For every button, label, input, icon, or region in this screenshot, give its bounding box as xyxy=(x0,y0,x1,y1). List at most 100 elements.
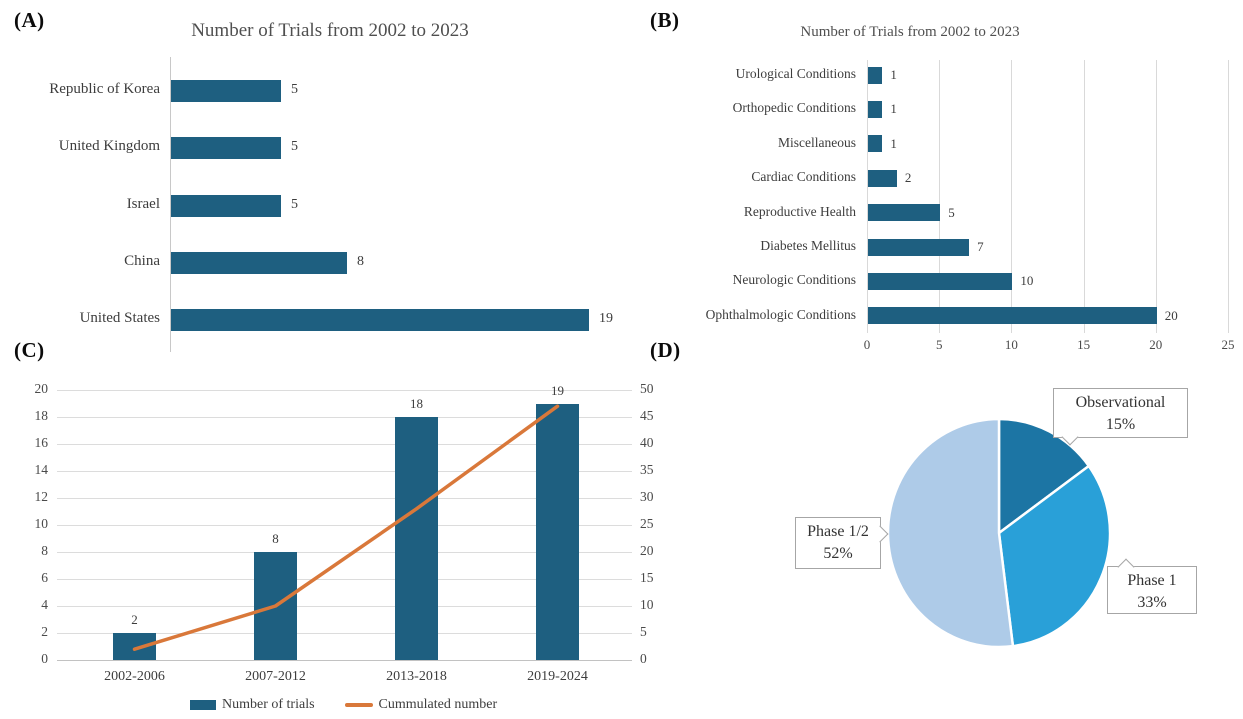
panel-c-x-axis-line xyxy=(57,660,632,661)
panel-d-label: (D) xyxy=(650,338,681,362)
category-label-reproductive-health: Reproductive Health xyxy=(743,203,856,219)
panel-b-gridline-20 xyxy=(1155,60,1157,333)
panel-c-gridline-6 xyxy=(57,579,632,580)
panel-b-x-tick-5: 5 xyxy=(935,337,943,352)
value-label-2013-2018: 18 xyxy=(410,396,423,411)
x-category-2007-2012: 2007-2012 xyxy=(245,669,306,684)
legend-bar-label: Number of trials xyxy=(222,697,315,712)
panel-b-gridline-15 xyxy=(1083,60,1085,333)
value-label-reproductive-health: 5 xyxy=(948,204,955,220)
value-label-republic-of-korea: 5 xyxy=(291,82,298,97)
value-label-united-kingdom: 5 xyxy=(291,139,298,155)
bar-republic-of-korea xyxy=(171,80,281,102)
panel-b-label: (B) xyxy=(650,8,680,32)
pie-slice-phase-1-2 xyxy=(886,417,1015,649)
panel-b-gridline-0 xyxy=(867,60,868,333)
panel-c-left-tick-0: 0 xyxy=(41,651,48,666)
value-label-orthopedic-conditions: 1 xyxy=(890,101,897,117)
panel-c-left-tick-18: 18 xyxy=(34,408,49,423)
panel-c-right-tick-15: 15 xyxy=(640,570,654,585)
callout-observational-label: Observational xyxy=(1075,394,1166,411)
panel-c-left-tick-10: 10 xyxy=(34,516,49,531)
callout-phase-1: Phase 1 33% xyxy=(1107,558,1197,614)
category-label-ophthalmologic-conditions: Ophthalmologic Conditions xyxy=(705,306,856,322)
callout-phase-1-label: Phase 1 xyxy=(1127,572,1177,589)
bar-2019-2024 xyxy=(536,403,579,660)
panel-b-x-tick-20: 20 xyxy=(1149,337,1163,352)
value-label-ophthalmologic-conditions: 20 xyxy=(1164,307,1178,323)
panel-b: (B) Number of Trials from 2002 to 2023 0… xyxy=(620,0,1243,352)
x-category-2013-2018: 2013-2018 xyxy=(386,669,447,684)
pie-chart xyxy=(886,417,1112,649)
panel-b-gridline-5 xyxy=(939,60,941,333)
panel-b-x-tick-25: 25 xyxy=(1221,337,1235,352)
callout-phase-1-2-label: Phase 1/2 xyxy=(807,523,869,540)
value-label-united-states: 19 xyxy=(599,311,613,326)
panel-c-right-tick-5: 5 xyxy=(640,624,647,639)
bar-united-states xyxy=(171,309,589,331)
panel-c-left-tick-12: 12 xyxy=(34,489,49,504)
panel-c: (C) 0 2 4 6 8 10 12 14 16 18 20 0 5 10 15 20 25 30 35 40 45 5… xyxy=(0,335,660,719)
panel-c-right-tick-50: 50 xyxy=(640,381,654,396)
panel-c-right-tick-40: 40 xyxy=(640,435,654,450)
panel-c-right-tick-35: 35 xyxy=(640,462,654,477)
legend-item-cummulated-number: Cummulated number xyxy=(344,697,498,713)
panel-b-gridline-25 xyxy=(1228,60,1229,333)
panel-c-gridline-18 xyxy=(57,417,632,418)
value-label-israel: 5 xyxy=(291,196,298,212)
panel-c-right-tick-45: 45 xyxy=(640,408,654,423)
value-label-china: 8 xyxy=(357,253,364,269)
x-category-2019-2024: 2019-2024 xyxy=(527,669,588,684)
category-label-united-kingdom: United Kingdom xyxy=(58,138,160,155)
panel-a-title: Number of Trials from 2002 to 2023 xyxy=(191,20,469,41)
panel-b-gridline-10 xyxy=(1011,60,1013,333)
category-label-republic-of-korea: Republic of Korea xyxy=(49,81,160,97)
panel-c-gridline-12 xyxy=(57,498,632,499)
category-label-miscellaneous: Miscellaneous xyxy=(778,134,856,150)
panel-c-gridline-20 xyxy=(57,390,632,391)
panel-c-right-tick-10: 10 xyxy=(640,597,654,612)
legend-bar-swatch-icon xyxy=(190,700,216,710)
panel-c-right-tick-30: 30 xyxy=(640,489,654,504)
bar-united-kingdom xyxy=(171,137,281,160)
cummulated-number-line xyxy=(132,404,560,651)
panel-c-gridline-16 xyxy=(57,444,632,445)
value-label-cardiac-conditions: 2 xyxy=(904,170,912,186)
category-label-neurologic-conditions: Neurologic Conditions xyxy=(732,272,856,288)
panel-c-label: (C) xyxy=(14,338,45,362)
panel-b-plot: 0 5 10 15 20 25 Urological Conditions 1 Orthoped… xyxy=(620,0,1243,352)
panel-c-left-tick-2: 2 xyxy=(41,624,48,639)
panel-c-gridline-8 xyxy=(57,552,632,553)
pie-slice-phase-1 xyxy=(997,464,1112,648)
bar-cardiac-conditions xyxy=(868,169,897,187)
category-label-united-states: United States xyxy=(79,310,160,326)
pie-slice-observational xyxy=(997,417,1091,535)
panel-c-left-tick-20: 20 xyxy=(34,381,49,396)
panel-c-left-tick-6: 6 xyxy=(41,570,48,585)
panel-c-left-tick-16: 16 xyxy=(34,435,49,450)
bar-israel xyxy=(171,194,281,217)
category-label-cardiac-conditions: Cardiac Conditions xyxy=(751,169,856,185)
category-label-israel: Israel xyxy=(126,195,160,212)
panel-a-plot: Republic of Korea 5 United Kingdom 5 Israel 5… xyxy=(0,0,660,352)
legend-line-label: Cummulated number xyxy=(378,697,498,712)
category-label-orthopedic-conditions: Orthopedic Conditions xyxy=(732,100,856,116)
bar-ophthalmologic-conditions xyxy=(868,307,1157,325)
value-label-2002-2006: 2 xyxy=(131,612,138,627)
line-series-path xyxy=(132,404,560,651)
bar-neurologic-conditions xyxy=(868,272,1013,290)
bar-urological-conditions xyxy=(868,66,883,84)
value-label-2019-2024: 19 xyxy=(551,382,564,398)
panel-b-x-tick-0: 0 xyxy=(863,337,871,352)
panel-c-left-tick-4: 4 xyxy=(41,597,48,612)
value-label-diabetes-mellitus: 7 xyxy=(977,239,984,254)
category-label-urological-conditions: Urological Conditions xyxy=(735,66,856,81)
category-label-china: China xyxy=(124,252,160,269)
bar-miscellaneous xyxy=(868,135,883,153)
legend-line-swatch-icon xyxy=(344,703,373,707)
value-label-urological-conditions: 1 xyxy=(890,67,897,82)
panel-b-x-tick-15: 15 xyxy=(1077,337,1091,352)
panel-a: (A) Number of Trials from 2002 to 2023 R… xyxy=(0,0,660,352)
value-label-2007-2012: 8 xyxy=(272,531,279,546)
legend-item-number-of-trials: Number of trials xyxy=(190,697,315,713)
